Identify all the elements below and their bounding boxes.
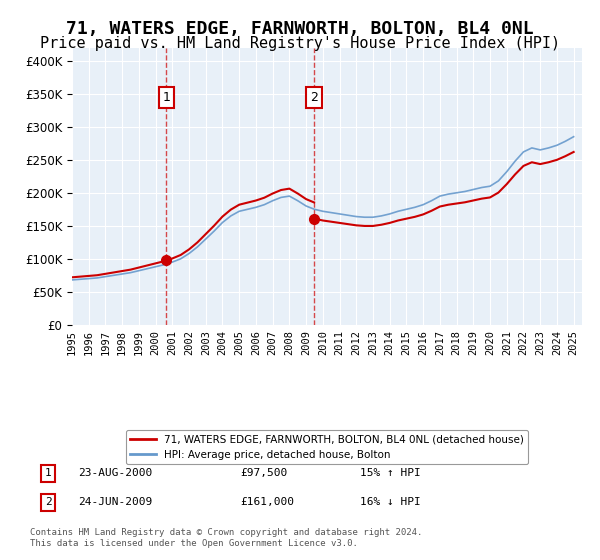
Text: 71, WATERS EDGE, FARNWORTH, BOLTON, BL4 0NL: 71, WATERS EDGE, FARNWORTH, BOLTON, BL4 … — [66, 20, 534, 38]
Text: 2: 2 — [310, 91, 318, 104]
Text: 1: 1 — [44, 468, 52, 478]
Text: 23-AUG-2000: 23-AUG-2000 — [78, 468, 152, 478]
Text: £161,000: £161,000 — [240, 497, 294, 507]
Text: Price paid vs. HM Land Registry's House Price Index (HPI): Price paid vs. HM Land Registry's House … — [40, 36, 560, 52]
Text: 15% ↑ HPI: 15% ↑ HPI — [360, 468, 421, 478]
Text: 2: 2 — [44, 497, 52, 507]
Legend: 71, WATERS EDGE, FARNWORTH, BOLTON, BL4 0NL (detached house), HPI: Average price: 71, WATERS EDGE, FARNWORTH, BOLTON, BL4 … — [126, 430, 528, 464]
Text: 24-JUN-2009: 24-JUN-2009 — [78, 497, 152, 507]
Text: Contains HM Land Registry data © Crown copyright and database right 2024.
This d: Contains HM Land Registry data © Crown c… — [30, 528, 422, 548]
Text: 1: 1 — [163, 91, 170, 104]
Text: 16% ↓ HPI: 16% ↓ HPI — [360, 497, 421, 507]
Text: £97,500: £97,500 — [240, 468, 287, 478]
